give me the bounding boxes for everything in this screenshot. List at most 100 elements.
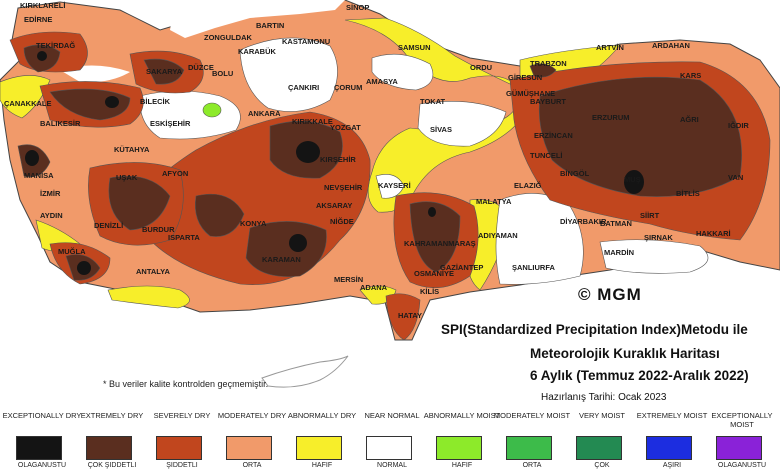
- legend-label: EXTREMELY MOIST: [636, 411, 708, 420]
- city-label: AYDIN: [40, 211, 63, 220]
- city-label: ESKİŞEHİR: [150, 119, 191, 128]
- city-label: ÇORUM: [334, 83, 362, 92]
- city-label: AMASYA: [366, 77, 398, 86]
- legend-turkish-label: ÇOK: [594, 462, 610, 469]
- legend-label: MODERATELY MOIST: [493, 411, 571, 420]
- legend-item: NEAR NORMAL NORMAL: [352, 400, 432, 470]
- legend-item: MODERATELY DRY ORTA: [212, 400, 292, 470]
- city-label: BİLECİK: [140, 97, 171, 106]
- city-label: MALATYA: [476, 197, 512, 206]
- legend-label: MODERATELY DRY: [217, 411, 287, 420]
- legend-swatch: [156, 436, 202, 460]
- legend: EXCEPTIONALLY DRY OLAĞANÜSTÜ EXTREMELY DRY…: [0, 400, 780, 470]
- city-label: ERZİNCAN: [534, 131, 573, 140]
- legend-turkish-label: ŞİDDETLİ: [166, 462, 198, 469]
- city-label: TEKİRDAĞ: [36, 41, 75, 50]
- legend-label: SEVERELY DRY: [153, 411, 211, 420]
- title-line-3: 6 Aylık (Temmuz 2022-Aralık 2022): [530, 368, 749, 383]
- title-line-2: Meteorolojik Kuraklık Haritası: [530, 346, 720, 361]
- city-label: BARTIN: [256, 21, 284, 30]
- city-label: ERZURUM: [592, 113, 630, 122]
- city-label: GİRESUN: [508, 73, 542, 82]
- legend-swatch: [506, 436, 552, 460]
- city-label: KARAMAN: [262, 255, 301, 264]
- zone-exceptionally-dry-kmaras: [428, 207, 436, 217]
- title-line-1: SPI(Standardized Precipitation Index)Met…: [441, 322, 748, 337]
- legend-label: EXCEPTIONALLY DRY: [2, 411, 82, 420]
- zone-exceptionally-dry-mugla: [77, 261, 91, 275]
- city-label: MUŞ: [624, 175, 641, 184]
- city-label: MARDİN: [604, 248, 634, 257]
- city-label: MUĞLA: [58, 247, 86, 256]
- zone-near-normal-samsun: [371, 53, 434, 91]
- cyprus-outline: [261, 355, 349, 388]
- zone-near-normal-sivas: [417, 101, 507, 147]
- zone-exceptionally-dry-karaman: [289, 234, 307, 252]
- city-label: BİNGÖL: [560, 169, 590, 178]
- legend-label: ABNORMALLY DRY: [287, 411, 357, 420]
- city-label: SAMSUN: [398, 43, 431, 52]
- city-label: BAYBURT: [530, 97, 566, 106]
- city-label: ÇANAKKALE: [4, 99, 52, 108]
- city-label: SAKARYA: [146, 67, 183, 76]
- city-label: KIRKLARELİ: [20, 1, 65, 10]
- legend-swatch: [366, 436, 412, 460]
- legend-turkish-label: ORTA: [522, 462, 542, 469]
- city-label: YOZGAT: [330, 123, 361, 132]
- city-label: KASTAMONU: [282, 37, 330, 46]
- city-label: ARTVİN: [596, 43, 624, 52]
- zone-abnormally-dry-west: [0, 75, 51, 119]
- legend-label: ABNORMALLY MOIST: [423, 411, 501, 420]
- legend-swatch: [716, 436, 762, 460]
- city-label: DÜZCE: [188, 63, 214, 72]
- mgm-copyright: © MGM: [578, 285, 642, 304]
- city-label: EDİRNE: [24, 15, 52, 24]
- city-label: GÜMÜŞHANE: [506, 89, 555, 98]
- legend-item: VERY MOIST ÇOK: [562, 400, 642, 470]
- city-label: ADIYAMAN: [478, 231, 518, 240]
- legend-swatch: [296, 436, 342, 460]
- city-label: DİYARBAKIR: [560, 217, 607, 226]
- city-label: KAHRAMANMARAŞ: [404, 239, 476, 248]
- city-label: NİĞDE: [330, 217, 354, 226]
- zone-extremely-dry-east: [538, 76, 742, 197]
- city-label: SİVAS: [430, 125, 452, 134]
- legend-turkish-label: OLAĞANÜSTÜ: [717, 462, 767, 469]
- city-label: NEVŞEHİR: [324, 183, 363, 192]
- zone-exceptionally-dry-marmara: [105, 96, 119, 108]
- legend-turkish-label: HAFİF: [311, 462, 333, 469]
- zone-extremely-dry-sakarya: [143, 58, 185, 85]
- city-label: GAZİANTEP: [440, 263, 483, 272]
- city-label: HATAY: [398, 311, 422, 320]
- city-label: ORDU: [470, 63, 492, 72]
- legend-turkish-label: NORMAL: [377, 462, 407, 469]
- legend-swatch: [86, 436, 132, 460]
- legend-swatch: [436, 436, 482, 460]
- legend-item: EXCEPTIONALLY MOIST OLAĞANÜSTÜ: [702, 400, 780, 470]
- city-label: İZMİR: [40, 189, 61, 198]
- zone-near-normal-north: [239, 37, 338, 112]
- black-sea: [170, 0, 345, 38]
- city-label: ÇANKIRI: [288, 83, 319, 92]
- legend-label: EXCEPTIONALLY MOIST: [711, 411, 773, 429]
- zone-extremely-dry-kmaras: [409, 201, 461, 273]
- legend-turkish-label: OLAĞANÜSTÜ: [17, 462, 67, 469]
- prepared-date: Hazırlanış Tarihi: Ocak 2023: [541, 392, 667, 403]
- zone-abnormally-moist: [202, 102, 222, 118]
- zone-extremely-dry-trabzon: [529, 63, 557, 78]
- city-label: TUNCELİ: [530, 151, 563, 160]
- zone-extremely-dry-karaman: [245, 221, 327, 277]
- legend-swatch: [226, 436, 272, 460]
- city-label: BURDUR: [142, 225, 175, 234]
- city-label: TRABZON: [530, 59, 567, 68]
- legend-label: NEAR NORMAL: [364, 411, 420, 420]
- legend-item: MODERATELY MOIST ORTA: [492, 400, 572, 470]
- city-label: ANTALYA: [136, 267, 170, 276]
- legend-swatch: [16, 436, 62, 460]
- zone-exceptionally-dry-east: [624, 170, 644, 194]
- city-label: IĞDIR: [728, 121, 749, 130]
- zone-abnormally-dry-north: [344, 17, 525, 213]
- city-label: SİNOP: [346, 3, 369, 12]
- city-label: KONYA: [240, 219, 267, 228]
- zone-near-normal-east: [599, 239, 709, 274]
